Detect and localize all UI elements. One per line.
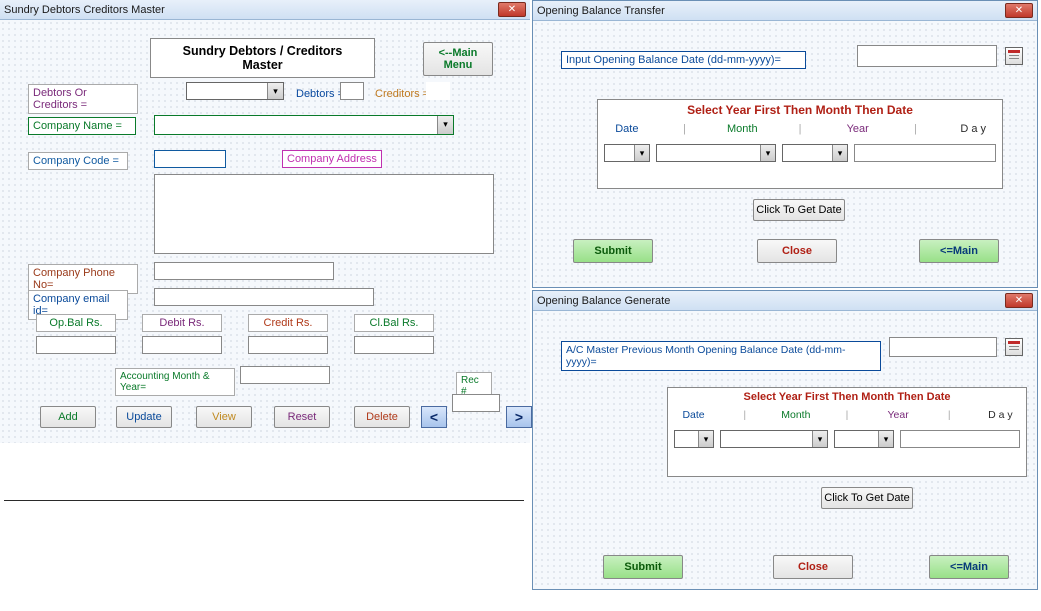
col-year: Year <box>829 123 887 135</box>
close-icon[interactable]: ✕ <box>1005 293 1033 308</box>
prev-button[interactable]: < <box>421 406 447 428</box>
credit-label: Credit Rs. <box>248 314 328 332</box>
month-combo[interactable] <box>656 144 776 162</box>
titlebar[interactable]: Sundry Debtors Creditors Master ✕ <box>0 0 530 20</box>
col-date: Date <box>668 409 719 421</box>
col-day: D a y <box>975 409 1026 421</box>
calendar-icon[interactable] <box>1005 338 1023 356</box>
window-title: Sundry Debtors Creditors Master <box>4 4 498 16</box>
left-pane: Sundry Debtors / Creditors Master <--Mai… <box>0 20 530 443</box>
rec-num-input[interactable] <box>452 394 500 412</box>
close-button[interactable]: Close <box>773 555 853 579</box>
next-button[interactable]: > <box>506 406 532 428</box>
day-display <box>854 144 996 162</box>
clbal-label: Cl.Bal Rs. <box>354 314 434 332</box>
col-date: Date <box>598 123 656 135</box>
prompt-label: A/C Master Previous Month Opening Balanc… <box>561 341 881 371</box>
frame-inputs <box>598 141 1002 170</box>
debit-label: Debit Rs. <box>142 314 222 332</box>
submit-button[interactable]: Submit <box>603 555 683 579</box>
main-menu-button[interactable]: <--Main Menu <box>423 42 493 76</box>
clbal-input[interactable] <box>354 336 434 354</box>
page-title: Sundry Debtors / Creditors Master <box>150 38 375 78</box>
col-month: Month <box>770 409 821 421</box>
date-input[interactable] <box>889 337 997 357</box>
debtors-value[interactable] <box>340 82 364 100</box>
submit-button[interactable]: Submit <box>573 239 653 263</box>
divider <box>4 500 524 501</box>
window-title: Opening Balance Generate <box>537 295 1005 307</box>
titlebar[interactable]: Opening Balance Transfer ✕ <box>533 1 1037 21</box>
company-code-input[interactable] <box>154 150 226 168</box>
year-combo[interactable] <box>782 144 848 162</box>
opening-balance-transfer-window: Opening Balance Transfer ✕ Input Opening… <box>532 0 1038 288</box>
date-combo[interactable] <box>674 430 714 448</box>
day-display <box>900 430 1020 448</box>
delete-button[interactable]: Delete <box>354 406 410 428</box>
opening-balance-generate-window: Opening Balance Generate ✕ A/C Master Pr… <box>532 290 1038 590</box>
company-name-label: Company Name = <box>28 117 136 135</box>
date-select-frame: Select Year First Then Month Then Date D… <box>667 387 1027 477</box>
update-button[interactable]: Update <box>116 406 172 428</box>
window-title: Opening Balance Transfer <box>537 5 1005 17</box>
company-phone-input[interactable] <box>154 262 334 280</box>
click-get-date-button[interactable]: Click To Get Date <box>753 199 845 221</box>
transfer-pane: Input Opening Balance Date (dd-mm-yyyy)=… <box>533 21 1037 287</box>
calendar-icon[interactable] <box>1005 47 1023 65</box>
company-name-combo[interactable] <box>154 115 454 135</box>
main-button[interactable]: <=Main <box>929 555 1009 579</box>
date-select-frame: Select Year First Then Month Then Date D… <box>597 99 1003 189</box>
col-day: D a y <box>944 123 1002 135</box>
col-year: Year <box>873 409 924 421</box>
creditors-value[interactable] <box>426 82 450 100</box>
company-address-label: Company Address <box>282 150 382 168</box>
frame-columns: Date| Month| Year| D a y <box>598 123 1002 141</box>
date-combo[interactable] <box>604 144 650 162</box>
opbal-input[interactable] <box>36 336 116 354</box>
acct-month-label: Accounting Month & Year= <box>115 368 235 396</box>
main-button[interactable]: <=Main <box>919 239 999 263</box>
col-month: Month <box>713 123 771 135</box>
view-button[interactable]: View <box>196 406 252 428</box>
debtors-or-creditors-combo[interactable] <box>186 82 284 100</box>
add-button[interactable]: Add <box>40 406 96 428</box>
frame-title: Select Year First Then Month Then Date <box>598 100 1002 123</box>
frame-inputs <box>668 427 1026 456</box>
titlebar[interactable]: Opening Balance Generate ✕ <box>533 291 1037 311</box>
company-address-textarea[interactable] <box>154 174 494 254</box>
acct-month-input[interactable] <box>240 366 330 384</box>
close-button[interactable]: Close <box>757 239 837 263</box>
close-icon[interactable]: ✕ <box>498 2 526 17</box>
frame-columns: Date| Month| Year| D a y <box>668 409 1026 427</box>
reset-button[interactable]: Reset <box>274 406 330 428</box>
generate-pane: A/C Master Previous Month Opening Balanc… <box>533 311 1037 589</box>
frame-title: Select Year First Then Month Then Date <box>668 388 1026 409</box>
date-input[interactable] <box>857 45 997 67</box>
close-icon[interactable]: ✕ <box>1005 3 1033 18</box>
opbal-label: Op.Bal Rs. <box>36 314 116 332</box>
click-get-date-button[interactable]: Click To Get Date <box>821 487 913 509</box>
credit-input[interactable] <box>248 336 328 354</box>
creditors-label: Creditors = <box>371 86 433 102</box>
company-email-input[interactable] <box>154 288 374 306</box>
sundry-master-window: Sundry Debtors Creditors Master ✕ Sundry… <box>0 0 530 610</box>
company-code-label: Company Code = <box>28 152 128 170</box>
month-combo[interactable] <box>720 430 828 448</box>
year-combo[interactable] <box>834 430 894 448</box>
debit-input[interactable] <box>142 336 222 354</box>
debtors-or-creditors-label: Debtors Or Creditors = <box>28 84 138 114</box>
prompt-label: Input Opening Balance Date (dd-mm-yyyy)= <box>561 51 806 69</box>
